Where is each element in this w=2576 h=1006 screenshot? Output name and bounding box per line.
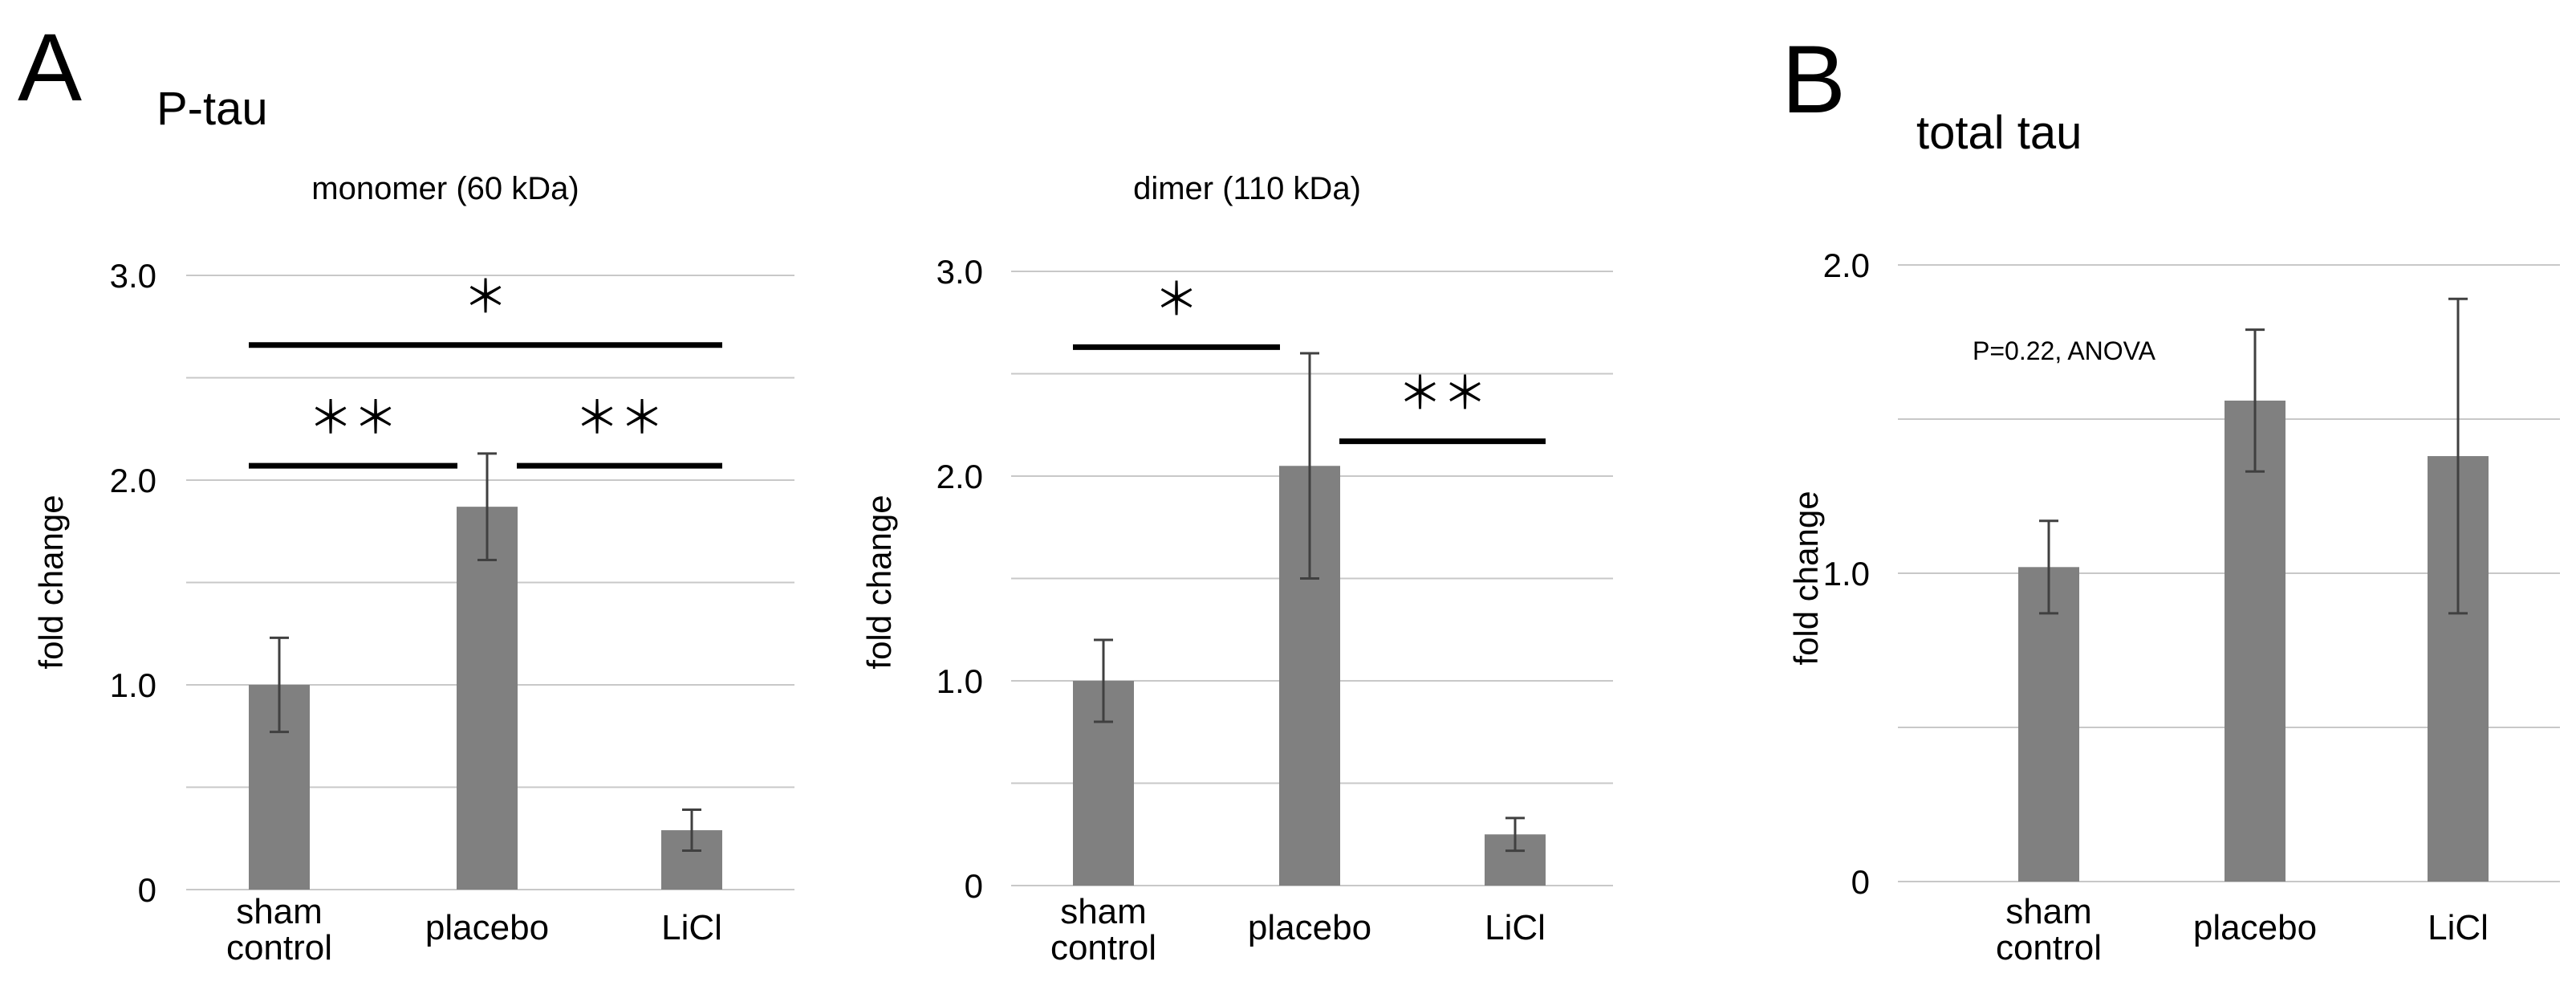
category-label: LiCl bbox=[1485, 908, 1546, 947]
category-label-line: sham bbox=[1060, 892, 1147, 931]
significance-stars: ＊＊ bbox=[308, 393, 398, 445]
y-tick-label: 3.0 bbox=[937, 253, 983, 291]
category-label: sham control bbox=[1996, 892, 2102, 967]
category-label: placebo bbox=[1248, 908, 1371, 947]
chart-1: 0 1.0 2.0 3.0 fold change monomer (60 kDa) sha… bbox=[32, 171, 794, 967]
significance-stars: ＊ bbox=[1154, 274, 1199, 326]
panel-a-title: P-tau bbox=[156, 83, 268, 135]
category-label: placebo bbox=[2193, 908, 2317, 947]
significance-stars: ＊＊ bbox=[575, 393, 664, 445]
y-tick-label: 2.0 bbox=[1823, 246, 1870, 284]
bar bbox=[2018, 567, 2079, 882]
chart-title: dimer (110 kDa) bbox=[1133, 171, 1361, 206]
y-tick-label: 1.0 bbox=[937, 662, 983, 700]
panel-b-letter: B bbox=[1782, 26, 1846, 133]
y-tick-label: 3.0 bbox=[110, 257, 156, 295]
category-label-line: control bbox=[226, 928, 332, 967]
y-tick-label: 1.0 bbox=[110, 666, 156, 704]
stat-annotation: P=0.22, ANOVA bbox=[1973, 336, 2156, 365]
significance-stars: ＊ bbox=[463, 272, 508, 324]
y-tick-label: 0 bbox=[1851, 863, 1870, 901]
category-label: placebo bbox=[425, 908, 549, 947]
category-label: sham control bbox=[1050, 892, 1156, 967]
category-label-line: sham bbox=[2005, 892, 2092, 931]
y-tick-label: 2.0 bbox=[937, 458, 983, 495]
panel-b-title: total tau bbox=[1916, 107, 2082, 159]
category-label-line: control bbox=[1050, 928, 1156, 967]
charts-group: 0 1.0 2.0 3.0 fold change monomer (60 kDa) sha… bbox=[32, 171, 2560, 967]
category-label-line: sham bbox=[236, 892, 323, 931]
category-label: LiCl bbox=[2428, 908, 2489, 947]
chart-3: 0 1.0 2.0 fold change sham control placebo LiCl… bbox=[1787, 246, 2560, 967]
bar bbox=[457, 507, 518, 890]
y-tick-label: 0 bbox=[138, 871, 156, 909]
chart-2: 0 1.0 2.0 3.0 fold change dimer (110 kDa) sham… bbox=[860, 171, 1613, 967]
panel-a-letter: A bbox=[18, 14, 82, 121]
bar bbox=[2225, 400, 2285, 882]
significance-stars: ＊＊ bbox=[1398, 369, 1488, 421]
y-tick-label: 1.0 bbox=[1823, 555, 1870, 593]
y-tick-label: 0 bbox=[965, 867, 983, 905]
category-label: sham control bbox=[226, 892, 332, 967]
y-axis-label: fold change bbox=[1787, 491, 1825, 665]
category-label-line: control bbox=[1996, 928, 2102, 967]
y-axis-label: fold change bbox=[860, 495, 898, 669]
y-axis-label: fold change bbox=[32, 495, 70, 669]
y-tick-label: 2.0 bbox=[110, 462, 156, 499]
chart-title: monomer (60 kDa) bbox=[311, 171, 579, 206]
category-label: LiCl bbox=[661, 908, 722, 947]
